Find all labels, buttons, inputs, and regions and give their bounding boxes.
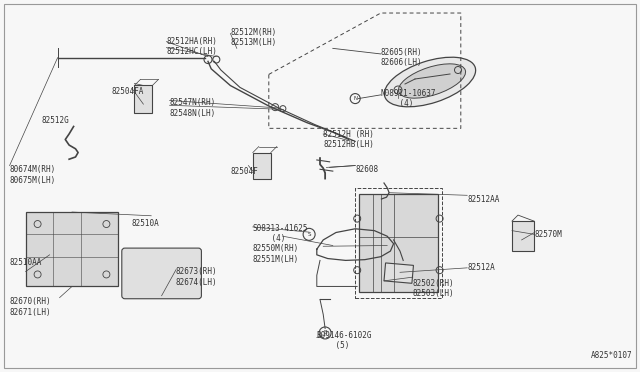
Bar bbox=[355, 188, 442, 298]
Text: 82504FA: 82504FA bbox=[112, 87, 145, 96]
Text: 82502(RH)
82503(LH): 82502(RH) 82503(LH) bbox=[413, 279, 454, 298]
Bar bbox=[384, 263, 413, 283]
Text: 82512M(RH)
82513M(LH): 82512M(RH) 82513M(LH) bbox=[230, 28, 276, 47]
FancyBboxPatch shape bbox=[512, 221, 534, 251]
Text: S: S bbox=[307, 232, 311, 237]
Text: 82510AA: 82510AA bbox=[10, 258, 42, 267]
Bar bbox=[359, 194, 438, 292]
Text: 82512A: 82512A bbox=[467, 263, 495, 272]
Text: B: B bbox=[323, 330, 327, 336]
Text: 82570M: 82570M bbox=[534, 230, 562, 239]
Text: 82512H (RH)
82512HB(LH): 82512H (RH) 82512HB(LH) bbox=[323, 130, 374, 149]
Text: 82547N(RH)
82548N(LH): 82547N(RH) 82548N(LH) bbox=[170, 98, 216, 118]
Ellipse shape bbox=[399, 64, 465, 98]
Text: 80674M(RH)
80675M(LH): 80674M(RH) 80675M(LH) bbox=[10, 165, 56, 185]
Bar bbox=[253, 153, 271, 179]
Bar bbox=[26, 212, 118, 286]
FancyBboxPatch shape bbox=[122, 248, 202, 299]
Bar bbox=[134, 86, 152, 113]
Text: N: N bbox=[353, 96, 357, 101]
Text: B09146-6102G
    (5): B09146-6102G (5) bbox=[317, 331, 372, 350]
Text: N08911-10637
    (4): N08911-10637 (4) bbox=[381, 89, 436, 108]
Text: 82608: 82608 bbox=[355, 165, 378, 174]
Text: 82605(RH)
82606(LH): 82605(RH) 82606(LH) bbox=[381, 48, 422, 67]
Text: 82504F: 82504F bbox=[230, 167, 258, 176]
Text: 82673(RH)
82674(LH): 82673(RH) 82674(LH) bbox=[176, 267, 218, 287]
Text: 82510A: 82510A bbox=[131, 219, 159, 228]
Text: A825*0107: A825*0107 bbox=[590, 351, 632, 360]
Text: 82512AA: 82512AA bbox=[467, 195, 500, 203]
Text: 82512G: 82512G bbox=[42, 116, 69, 125]
Text: 82670(RH)
82671(LH): 82670(RH) 82671(LH) bbox=[10, 297, 51, 317]
Ellipse shape bbox=[385, 57, 476, 107]
Text: 82512HA(RH)
82512HC(LH): 82512HA(RH) 82512HC(LH) bbox=[166, 37, 217, 56]
Text: S08313-41625
    (4)
82550M(RH)
82551M(LH): S08313-41625 (4) 82550M(RH) 82551M(LH) bbox=[253, 224, 308, 264]
